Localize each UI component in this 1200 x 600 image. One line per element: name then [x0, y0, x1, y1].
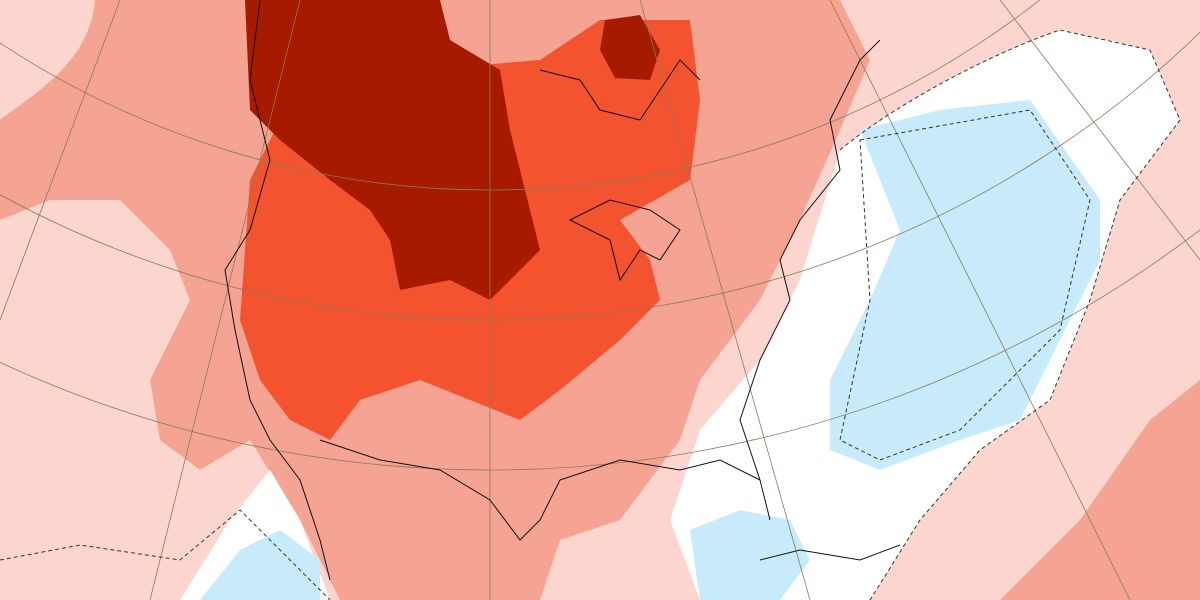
- coastline: [224, 0, 881, 581]
- contour: [839, 109, 1091, 461]
- contours: [0, 29, 1181, 600]
- meridian: [149, 0, 301, 600]
- meridian: [829, 0, 1131, 600]
- coastline: [759, 544, 901, 561]
- meridian: [0, 0, 121, 322]
- cool-region: [200, 530, 320, 600]
- coastline: [568, 199, 681, 282]
- coastlines: [224, 0, 901, 581]
- cool-region: [690, 510, 810, 600]
- hot-region: [600, 15, 660, 80]
- cool-region: [830, 100, 1100, 470]
- meridian: [639, 0, 811, 600]
- hot-region: [245, 0, 540, 300]
- coastline: [539, 59, 701, 121]
- salmon-region: [1000, 380, 1200, 600]
- meridian: [999, 0, 1200, 261]
- contour: [839, 29, 1181, 600]
